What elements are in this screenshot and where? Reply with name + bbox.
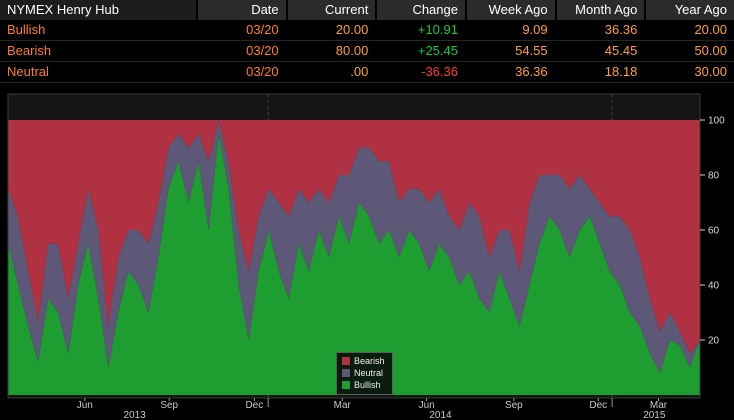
bearish-current: 80.00 xyxy=(335,43,369,58)
col-header-current: Current xyxy=(287,0,376,20)
col-header-year-ago: Year Ago xyxy=(646,0,734,20)
neutral-year-ago: 30.00 xyxy=(694,64,727,79)
sentiment-stacked-area-chart[interactable]: 20 40 60 80 100 Jun Sep Dec Mar Jun Sep Dec Mar 2013 2… xyxy=(0,88,734,420)
neutral-change: -36.36 xyxy=(421,64,458,79)
chart-legend: Bearish Neutral Bullish xyxy=(336,352,393,395)
svg-text:Sep: Sep xyxy=(160,400,178,411)
neutral-date: 03/20 xyxy=(246,64,279,79)
legend-item-bearish: Bearish xyxy=(342,356,385,366)
svg-text:40: 40 xyxy=(708,281,720,292)
svg-text:Dec: Dec xyxy=(589,400,607,411)
legend-item-bullish: Bullish xyxy=(342,380,385,390)
legend-label-bearish: Bearish xyxy=(354,356,385,366)
legend-label-bullish: Bullish xyxy=(354,380,381,390)
bullish-date: 03/20 xyxy=(246,22,279,37)
neutral-current: .00 xyxy=(350,64,369,79)
svg-text:60: 60 xyxy=(708,226,720,237)
bullish-week-ago: 9.09 xyxy=(522,22,548,37)
svg-text:Sep: Sep xyxy=(505,400,523,411)
table-row-neutral: Neutral 03/20 .00 -36.36 36.36 18.18 30.… xyxy=(0,62,734,83)
svg-text:Dec: Dec xyxy=(245,400,263,411)
row-label-bullish: Bullish xyxy=(7,22,46,37)
bearish-week-ago: 54.55 xyxy=(515,43,548,58)
svg-text:Mar: Mar xyxy=(334,400,352,411)
bearish-swatch-icon xyxy=(342,357,350,365)
sentiment-chart-panel: 20 40 60 80 100 Jun Sep Dec Mar Jun Sep Dec Mar 2013 2… xyxy=(0,88,734,420)
bearish-date: 03/20 xyxy=(246,43,279,58)
table-row-bullish: Bullish 03/20 20.00 +10.91 9.09 36.36 20… xyxy=(0,20,734,41)
sentiment-table: NYMEX Henry Hub Date Current Change Week… xyxy=(0,0,734,83)
bearish-change: +25.45 xyxy=(417,43,458,58)
svg-text:100: 100 xyxy=(708,116,725,127)
svg-text:Jun: Jun xyxy=(419,400,435,411)
bearish-year-ago: 50.00 xyxy=(694,43,727,58)
neutral-month-ago: 18.18 xyxy=(604,64,638,79)
security-title: NYMEX Henry Hub xyxy=(0,0,196,20)
bearish-month-ago: 45.45 xyxy=(604,43,638,58)
row-label-neutral: Neutral xyxy=(7,64,49,79)
svg-text:2013: 2013 xyxy=(124,410,147,420)
svg-text:20: 20 xyxy=(708,336,720,347)
col-header-date: Date xyxy=(198,0,286,20)
col-header-month-ago: Month Ago xyxy=(556,0,645,20)
bullish-swatch-icon xyxy=(342,381,350,389)
svg-text:2014: 2014 xyxy=(429,410,452,420)
neutral-week-ago: 36.36 xyxy=(515,64,548,79)
table-header-row: NYMEX Henry Hub Date Current Change Week… xyxy=(0,0,734,20)
svg-text:Jun: Jun xyxy=(77,400,93,411)
svg-text:80: 80 xyxy=(708,171,720,182)
table-row-bearish: Bearish 03/20 80.00 +25.45 54.55 45.45 5… xyxy=(0,41,734,62)
col-header-change: Change xyxy=(377,0,465,20)
svg-text:2015: 2015 xyxy=(643,410,666,420)
bullish-month-ago: 36.36 xyxy=(604,22,638,37)
svg-text:Mar: Mar xyxy=(650,400,668,411)
neutral-swatch-icon xyxy=(342,369,350,377)
bullish-change: +10.91 xyxy=(417,22,458,37)
bullish-current: 20.00 xyxy=(335,22,369,37)
legend-item-neutral: Neutral xyxy=(342,368,385,378)
col-header-week-ago: Week Ago xyxy=(466,0,555,20)
bullish-year-ago: 20.00 xyxy=(694,22,727,37)
legend-label-neutral: Neutral xyxy=(354,368,384,378)
row-label-bearish: Bearish xyxy=(7,43,52,58)
